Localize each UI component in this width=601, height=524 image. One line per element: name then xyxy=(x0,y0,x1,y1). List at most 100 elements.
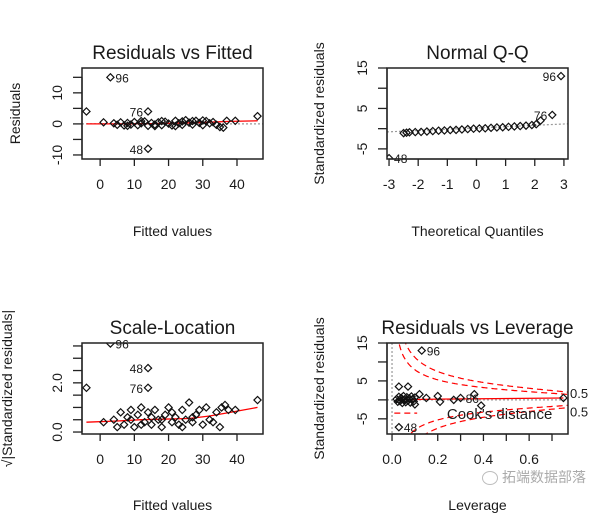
labeled-data-point xyxy=(417,346,427,356)
chart-title: Normal Q-Q xyxy=(426,43,528,64)
panel-1: Residuals vs Fitted Fitted values Residual… xyxy=(7,43,264,239)
x-tick-label: 3 xyxy=(560,176,568,192)
y-axis-label: Residuals xyxy=(7,83,23,144)
data-point xyxy=(394,392,404,402)
x-tick-label: 20 xyxy=(161,451,177,467)
data-point xyxy=(403,382,413,392)
data-point xyxy=(150,121,160,131)
data-point xyxy=(177,422,187,432)
data-point xyxy=(527,120,537,130)
panel-4: Residuals vs Leverage Leverage Standardize… xyxy=(311,317,588,513)
data-point xyxy=(212,407,221,417)
data-point xyxy=(194,405,204,415)
labeled-data-point xyxy=(143,144,153,154)
data-point xyxy=(143,121,153,131)
data-point xyxy=(188,412,197,422)
cooks-level-label: 0.5 xyxy=(570,386,588,401)
point-label: 48 xyxy=(130,143,144,157)
data-point xyxy=(153,415,163,425)
labeled-data-point xyxy=(143,363,153,373)
data-point xyxy=(170,116,180,126)
labeled-data-point xyxy=(556,71,566,81)
data-point xyxy=(405,398,415,407)
data-point xyxy=(217,402,227,412)
data-point xyxy=(208,417,218,427)
y-axis-label: Standardized residuals xyxy=(311,42,327,184)
data-point xyxy=(174,420,184,430)
data-point xyxy=(198,116,208,125)
data-point xyxy=(469,389,479,399)
legend-label: Cook's distance xyxy=(447,406,552,423)
data-point xyxy=(253,111,262,121)
panel-3: Scale-Location Fitted values √|Standardize… xyxy=(0,310,264,513)
y-tick-label: 5 xyxy=(354,377,370,385)
data-point xyxy=(191,410,201,420)
data-point xyxy=(167,407,177,417)
watermark-logo-icon xyxy=(482,471,498,485)
data-point xyxy=(205,415,215,425)
chart-title: Residuals vs Leverage xyxy=(381,318,573,339)
point-label: 76 xyxy=(130,382,144,396)
data-point xyxy=(177,405,187,415)
data-point xyxy=(116,407,126,417)
x-axis-label: Leverage xyxy=(448,497,507,513)
data-point xyxy=(184,398,194,407)
data-point xyxy=(167,417,177,427)
x-tick-label: 0.0 xyxy=(382,451,402,467)
data-point xyxy=(157,116,167,126)
watermark-text: 拓端数据部落 xyxy=(502,470,586,486)
y-tick-label: 5 xyxy=(354,104,370,112)
data-point xyxy=(119,420,129,430)
point-label: 48 xyxy=(130,362,144,376)
y-tick-label: -5 xyxy=(354,412,370,425)
cooks-distance-curve xyxy=(404,343,568,393)
x-tick-label: 40 xyxy=(229,176,245,192)
y-tick-label: 0.0 xyxy=(49,422,65,442)
data-point xyxy=(170,412,180,422)
data-point xyxy=(82,107,91,116)
data-point xyxy=(205,118,215,128)
plot-area xyxy=(82,72,263,154)
labeled-data-point xyxy=(105,343,115,348)
x-tick-label: 0 xyxy=(473,176,481,192)
data-point xyxy=(82,383,91,393)
y-tick-label: -10 xyxy=(49,145,65,165)
cooks-distance-curve xyxy=(398,343,568,395)
x-tick-label: 10 xyxy=(127,451,143,467)
data-point xyxy=(449,395,459,405)
data-point xyxy=(157,422,167,432)
data-point xyxy=(119,121,129,130)
data-point xyxy=(218,123,228,133)
data-point xyxy=(394,382,404,392)
data-point xyxy=(198,420,208,430)
x-tick-label: 30 xyxy=(195,176,211,192)
data-point xyxy=(222,116,232,126)
cooks-level-label: 0.5 xyxy=(570,404,588,419)
data-point xyxy=(476,401,486,411)
point-label: 96 xyxy=(115,337,129,351)
x-axis-label: Fitted values xyxy=(133,223,212,239)
labeled-data-point xyxy=(387,153,394,159)
data-point xyxy=(410,399,420,409)
data-point xyxy=(133,410,143,420)
cooks-distance-curve xyxy=(424,407,568,434)
data-point xyxy=(99,117,109,127)
data-point xyxy=(143,407,153,417)
x-tick-label: 40 xyxy=(229,451,245,467)
data-point xyxy=(123,121,132,131)
x-tick-label: 0.2 xyxy=(428,451,448,467)
x-tick-label: 0.4 xyxy=(474,451,494,467)
y-tick-label: 0 xyxy=(49,120,65,128)
labeled-data-point xyxy=(394,422,404,432)
y-tick-label: 2.0 xyxy=(49,373,65,393)
point-label: 48 xyxy=(404,421,418,435)
y-axis-label: √|Standardized residuals| xyxy=(0,310,15,467)
data-point xyxy=(536,116,546,126)
chart-title: Residuals vs Fitted xyxy=(92,43,253,64)
y-tick-label: -5 xyxy=(354,142,370,155)
data-point xyxy=(126,415,136,425)
data-point xyxy=(215,422,225,432)
data-point xyxy=(188,417,197,427)
data-point xyxy=(136,116,146,126)
data-point xyxy=(109,415,119,425)
